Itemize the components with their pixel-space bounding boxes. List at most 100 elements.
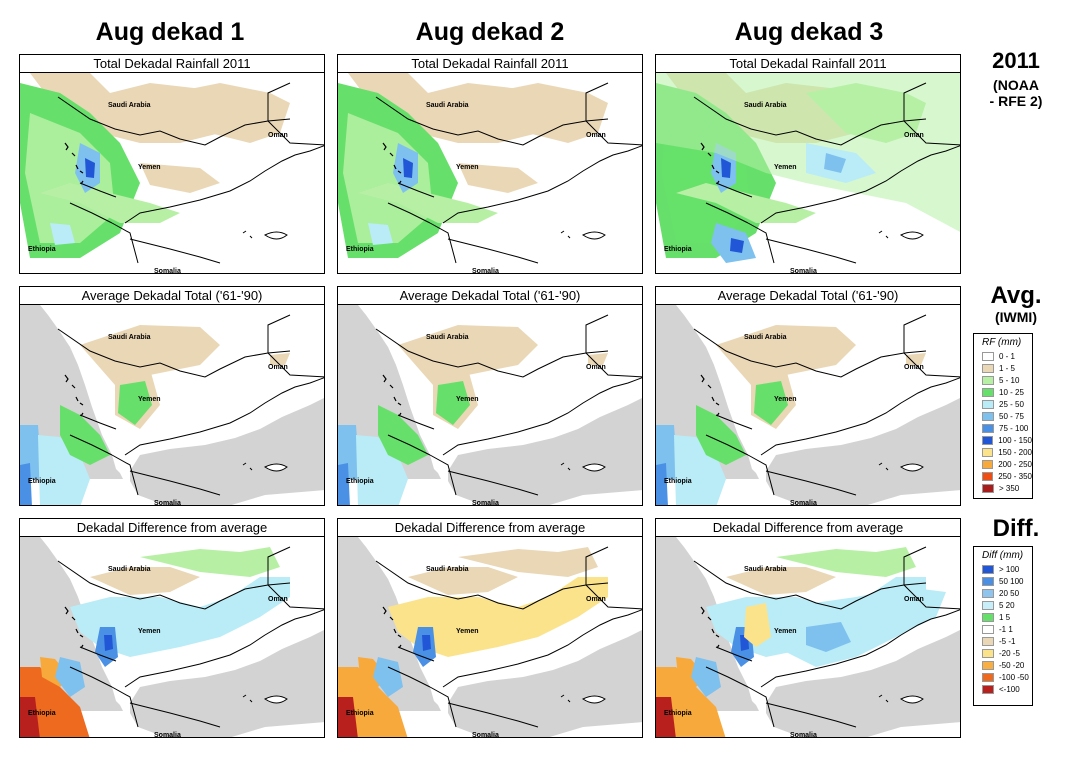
- legend-item: -5 -1: [974, 635, 1032, 647]
- legend-swatch: [982, 624, 994, 634]
- place-label: Oman: [268, 364, 288, 371]
- legend-item: 5 20: [974, 599, 1032, 611]
- map-difference-dekad-1: Saudi Arabia Oman Yemen Ethiopia Somalia: [20, 537, 324, 737]
- legend-swatch: [982, 447, 994, 457]
- rainfall-legend-title: RF (mm): [982, 337, 1022, 348]
- legend-item: 50 100: [974, 575, 1032, 587]
- place-label: Oman: [586, 132, 606, 139]
- panel-title: Total Dekadal Rainfall 2011: [20, 55, 324, 73]
- legend-swatch: [982, 387, 994, 397]
- legend-label: 0 - 1: [999, 351, 1016, 361]
- legend-label: 250 - 350: [998, 471, 1032, 481]
- panel-title: Total Dekadal Rainfall 2011: [338, 55, 642, 73]
- row-label-iwmi: (IWMI): [995, 309, 1037, 325]
- legend-swatch: [982, 459, 994, 469]
- legend-item: -1 1: [974, 623, 1032, 635]
- place-label: Ethiopia: [346, 246, 374, 253]
- row-label-diff: Diff.: [992, 515, 1040, 542]
- legend-item: -20 -5: [974, 647, 1032, 659]
- map-graphic: Saudi Arabia Oman Yemen Ethiopia Somalia: [338, 305, 642, 505]
- map-graphic: Saudi Arabia Oman Yemen Ethiopia Somalia: [656, 73, 960, 274]
- place-label: Yemen: [774, 164, 797, 171]
- legend-swatch: [982, 612, 994, 622]
- legend-item: > 100: [974, 563, 1032, 575]
- map-average-dekad-1: Saudi Arabia Oman Yemen Ethiopia Somalia: [20, 305, 324, 506]
- place-label: Somalia: [154, 500, 181, 506]
- place-label: Oman: [904, 596, 924, 603]
- legend-swatch: [982, 600, 994, 610]
- place-label: Saudi Arabia: [744, 566, 787, 573]
- legend-label: 5 20: [999, 600, 1015, 610]
- legend-label: 1 5: [999, 612, 1011, 622]
- legend-label: -20 -5: [999, 648, 1020, 658]
- panel-title: Total Dekadal Rainfall 2011: [656, 55, 960, 73]
- difference-legend-title: Diff (mm): [982, 550, 1024, 561]
- place-label: Yemen: [456, 628, 479, 635]
- legend-item: <-100: [974, 683, 1032, 695]
- legend-label: 200 - 250: [998, 459, 1032, 469]
- legend-item: 5 - 10: [974, 374, 1032, 386]
- legend-item: 250 - 350: [974, 470, 1032, 482]
- place-label: Yemen: [138, 164, 161, 171]
- place-label: Saudi Arabia: [108, 334, 151, 341]
- place-label: Saudi Arabia: [744, 102, 787, 109]
- legend-label: -5 -1: [999, 636, 1016, 646]
- map-graphic: Saudi Arabia Oman Yemen Ethiopia Somalia: [20, 73, 324, 273]
- row-label-avg: Avg.: [990, 282, 1042, 309]
- legend-item: 10 - 25: [974, 386, 1032, 398]
- map-graphic: Saudi Arabia Oman Yemen Ethiopia Somalia: [656, 305, 960, 505]
- row-label-2011: 2011: [992, 48, 1040, 73]
- legend-swatch: [982, 411, 994, 421]
- legend-label: 20 50: [999, 588, 1020, 598]
- panel-r1-c2: Total Dekadal Rainfall 2011 Saudi Arabia…: [337, 54, 643, 274]
- map-graphic: Saudi Arabia Oman Yemen Ethiopia Somalia: [656, 537, 960, 737]
- place-label: Ethiopia: [28, 246, 56, 253]
- legend-label: 50 100: [999, 576, 1024, 586]
- legend-label: 10 - 25: [999, 387, 1024, 397]
- legend-label: 25 - 50: [999, 399, 1024, 409]
- map-average-dekad-3: Saudi Arabia Oman Yemen Ethiopia Somalia: [656, 305, 960, 505]
- legend-label: <-100: [999, 684, 1020, 694]
- place-label: Ethiopia: [664, 246, 692, 253]
- row-label-noaa: (NOAA: [993, 77, 1039, 93]
- panel-r2-c1: Average Dekadal Total ('61-'90) Saudi Ar…: [19, 286, 325, 506]
- difference-legend: Diff (mm) > 100 50 100 20 50 5 20 1 5 -1 1 -5 …: [973, 546, 1033, 706]
- legend-label: > 100: [999, 564, 1020, 574]
- legend-swatch: [982, 363, 994, 373]
- panel-r2-c3: Average Dekadal Total ('61-'90) Saudi Ar…: [655, 286, 961, 506]
- panel-r3-c2: Dekadal Difference from average Saudi Ar…: [337, 518, 643, 738]
- legend-item: 1 - 5: [974, 362, 1032, 374]
- legend-label: -100 -50: [999, 672, 1029, 682]
- place-label: Yemen: [456, 164, 479, 171]
- legend-label: 50 - 75: [999, 411, 1024, 421]
- panel-r1-c3: Total Dekadal Rainfall 2011 Saudi Arabia…: [655, 54, 961, 274]
- column-title-dekad-3: Aug dekad 3: [734, 18, 884, 46]
- panel-title: Dekadal Difference from average: [656, 519, 960, 537]
- place-label: Saudi Arabia: [108, 102, 151, 109]
- difference-legend-items: > 100 50 100 20 50 5 20 1 5 -1 1 -5 -1 -20 -5 -5…: [974, 563, 1032, 695]
- legend-swatch: [982, 435, 994, 445]
- place-label: Ethiopia: [664, 710, 692, 717]
- legend-label: > 350: [999, 483, 1020, 493]
- panel-r1-c1: Total Dekadal Rainfall 2011 Saudi Arabia…: [19, 54, 325, 274]
- place-label: Somalia: [790, 268, 817, 274]
- panel-r2-c2: Average Dekadal Total ('61-'90) Saudi Ar…: [337, 286, 643, 506]
- legend-swatch: [982, 660, 994, 670]
- place-label: Ethiopia: [346, 710, 374, 717]
- place-label: Saudi Arabia: [744, 334, 787, 341]
- legend-swatch: [982, 672, 994, 682]
- legend-item: 75 - 100: [974, 422, 1032, 434]
- legend-swatch: [982, 471, 994, 481]
- legend-label: 100 - 150: [998, 435, 1032, 445]
- place-label: Saudi Arabia: [426, 566, 469, 573]
- legend-item: 25 - 50: [974, 398, 1032, 410]
- place-label: Somalia: [472, 732, 499, 738]
- map-rainfall-2011-dekad-2: Saudi Arabia Oman Yemen Ethiopia Somalia: [338, 73, 642, 273]
- map-graphic: Saudi Arabia Oman Yemen Ethiopia Somalia: [338, 73, 642, 273]
- place-label: Ethiopia: [28, 710, 56, 717]
- legend-item: -100 -50: [974, 671, 1032, 683]
- column-title-dekad-1: Aug dekad 1: [95, 18, 245, 46]
- rainfall-legend: RF (mm) 0 - 1 1 - 5 5 - 10 10 - 25 25 - 50 50…: [973, 333, 1033, 499]
- legend-label: 5 - 10: [999, 375, 1020, 385]
- place-label: Saudi Arabia: [108, 566, 151, 573]
